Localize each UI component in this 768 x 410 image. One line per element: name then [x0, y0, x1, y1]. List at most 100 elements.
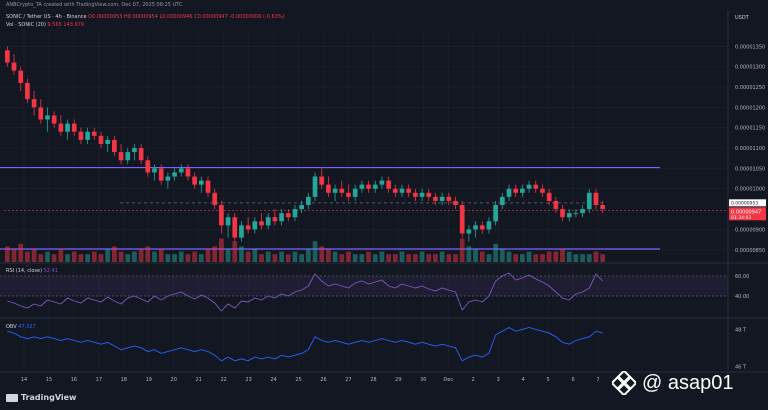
time-tick-label: 23: [245, 377, 251, 383]
obv-axis-label: 48 T: [735, 327, 747, 333]
volume-bar: [446, 254, 452, 262]
volume-bar: [486, 254, 492, 262]
obv-label: OBV 47.327: [6, 324, 36, 330]
volume-bar: [419, 251, 425, 262]
candle-body: [105, 139, 111, 144]
volume-bar: [593, 251, 599, 262]
candle-body: [306, 196, 311, 206]
volume-bar: [586, 254, 592, 262]
candle-body: [78, 131, 84, 140]
candle-body: [346, 192, 351, 197]
rsi-line: [7, 272, 604, 312]
volume-bar: [38, 254, 44, 262]
volume-bar: [65, 254, 70, 262]
candle-body: [526, 184, 532, 189]
volume-bar: [272, 254, 278, 262]
candle-body: [112, 139, 117, 153]
candle-body: [479, 225, 485, 230]
candle-body: [65, 123, 70, 132]
volume-bar: [426, 254, 432, 262]
volume-bar: [366, 251, 371, 262]
volume-bar: [138, 249, 144, 262]
volume-bar: [172, 254, 177, 262]
candle-body: [138, 148, 144, 161]
candle-body: [31, 99, 37, 108]
obv-value: 47.327: [18, 324, 36, 330]
price-tick-label: 0.00000900: [735, 227, 765, 233]
volume-bar: [319, 246, 325, 262]
volume-bar: [466, 246, 472, 262]
volume-bar: [31, 249, 37, 262]
time-tick-label: 29: [395, 377, 401, 383]
tradingview-logo: TradingView: [6, 393, 76, 402]
volume-bar: [359, 254, 365, 262]
volume-bar: [546, 251, 552, 262]
price-tick-label: 0.00001200: [735, 105, 765, 111]
candle-body: [379, 180, 385, 185]
time-tick-label: 7: [596, 377, 599, 383]
candle-body: [359, 184, 365, 189]
candle-body: [466, 229, 472, 234]
volume-bar: [112, 246, 117, 262]
volume-bar: [98, 254, 104, 262]
candle-body: [165, 176, 171, 181]
volume-bar: [132, 251, 137, 262]
candle-body: [473, 225, 478, 230]
candle-body: [299, 205, 304, 210]
volume-bar: [499, 249, 505, 262]
symbol-name: SONIC / Tether US · 4h · Binance: [6, 14, 87, 20]
candle-body: [118, 152, 124, 161]
volume-bar: [178, 251, 184, 262]
time-tick-label: 30: [420, 377, 426, 383]
volume-bar: [91, 251, 97, 262]
volume-bar: [232, 241, 238, 262]
volume-bar: [45, 251, 50, 262]
candle-body: [125, 152, 131, 161]
candle-body: [98, 135, 104, 144]
candle-body: [45, 115, 50, 120]
candle-body: [38, 107, 44, 120]
candle-body: [198, 180, 204, 185]
candle-body: [192, 176, 197, 185]
volume-bar: [118, 251, 124, 262]
time-tick-label: 27: [345, 377, 351, 383]
candle-body: [265, 217, 271, 226]
watermark: @ asap01: [612, 371, 733, 395]
candle-body: [540, 188, 545, 193]
time-tick-label: 3: [497, 377, 500, 383]
volume-bar: [332, 251, 338, 262]
volume-bar: [386, 254, 391, 262]
candle-body: [446, 196, 452, 201]
candle-body: [392, 188, 398, 193]
candle-body: [158, 168, 164, 181]
last-close-tag: [729, 199, 766, 207]
volume-bar: [192, 251, 197, 262]
volume-bar: [158, 249, 164, 262]
volume-bar: [239, 246, 244, 262]
volume-bar: [600, 254, 605, 262]
candle-body: [239, 225, 244, 238]
time-tick-label: Dec: [443, 377, 453, 383]
volume-bar: [399, 251, 405, 262]
candle-body: [212, 192, 218, 206]
candle-body: [499, 196, 505, 206]
volume-bar: [285, 254, 291, 262]
rsi-value: 52.41: [44, 268, 58, 274]
time-tick-label: 26: [320, 377, 326, 383]
time-tick-label: 15: [46, 377, 52, 383]
volume-bar: [513, 254, 519, 262]
volume-bar: [413, 254, 418, 262]
time-tick-label: 14: [21, 377, 27, 383]
volume-bar: [326, 249, 331, 262]
candle-body: [205, 180, 211, 193]
candle-body: [506, 188, 512, 197]
volume-bar: [526, 251, 532, 262]
volume-bar: [560, 249, 565, 262]
time-tick-label: 17: [96, 377, 102, 383]
candle-body: [252, 221, 258, 230]
volume-legend: Vol · SONIC (20) 9.565 143.979: [6, 22, 84, 28]
candle-body: [600, 205, 605, 210]
candle-body: [145, 160, 151, 173]
candle-body: [426, 192, 432, 197]
